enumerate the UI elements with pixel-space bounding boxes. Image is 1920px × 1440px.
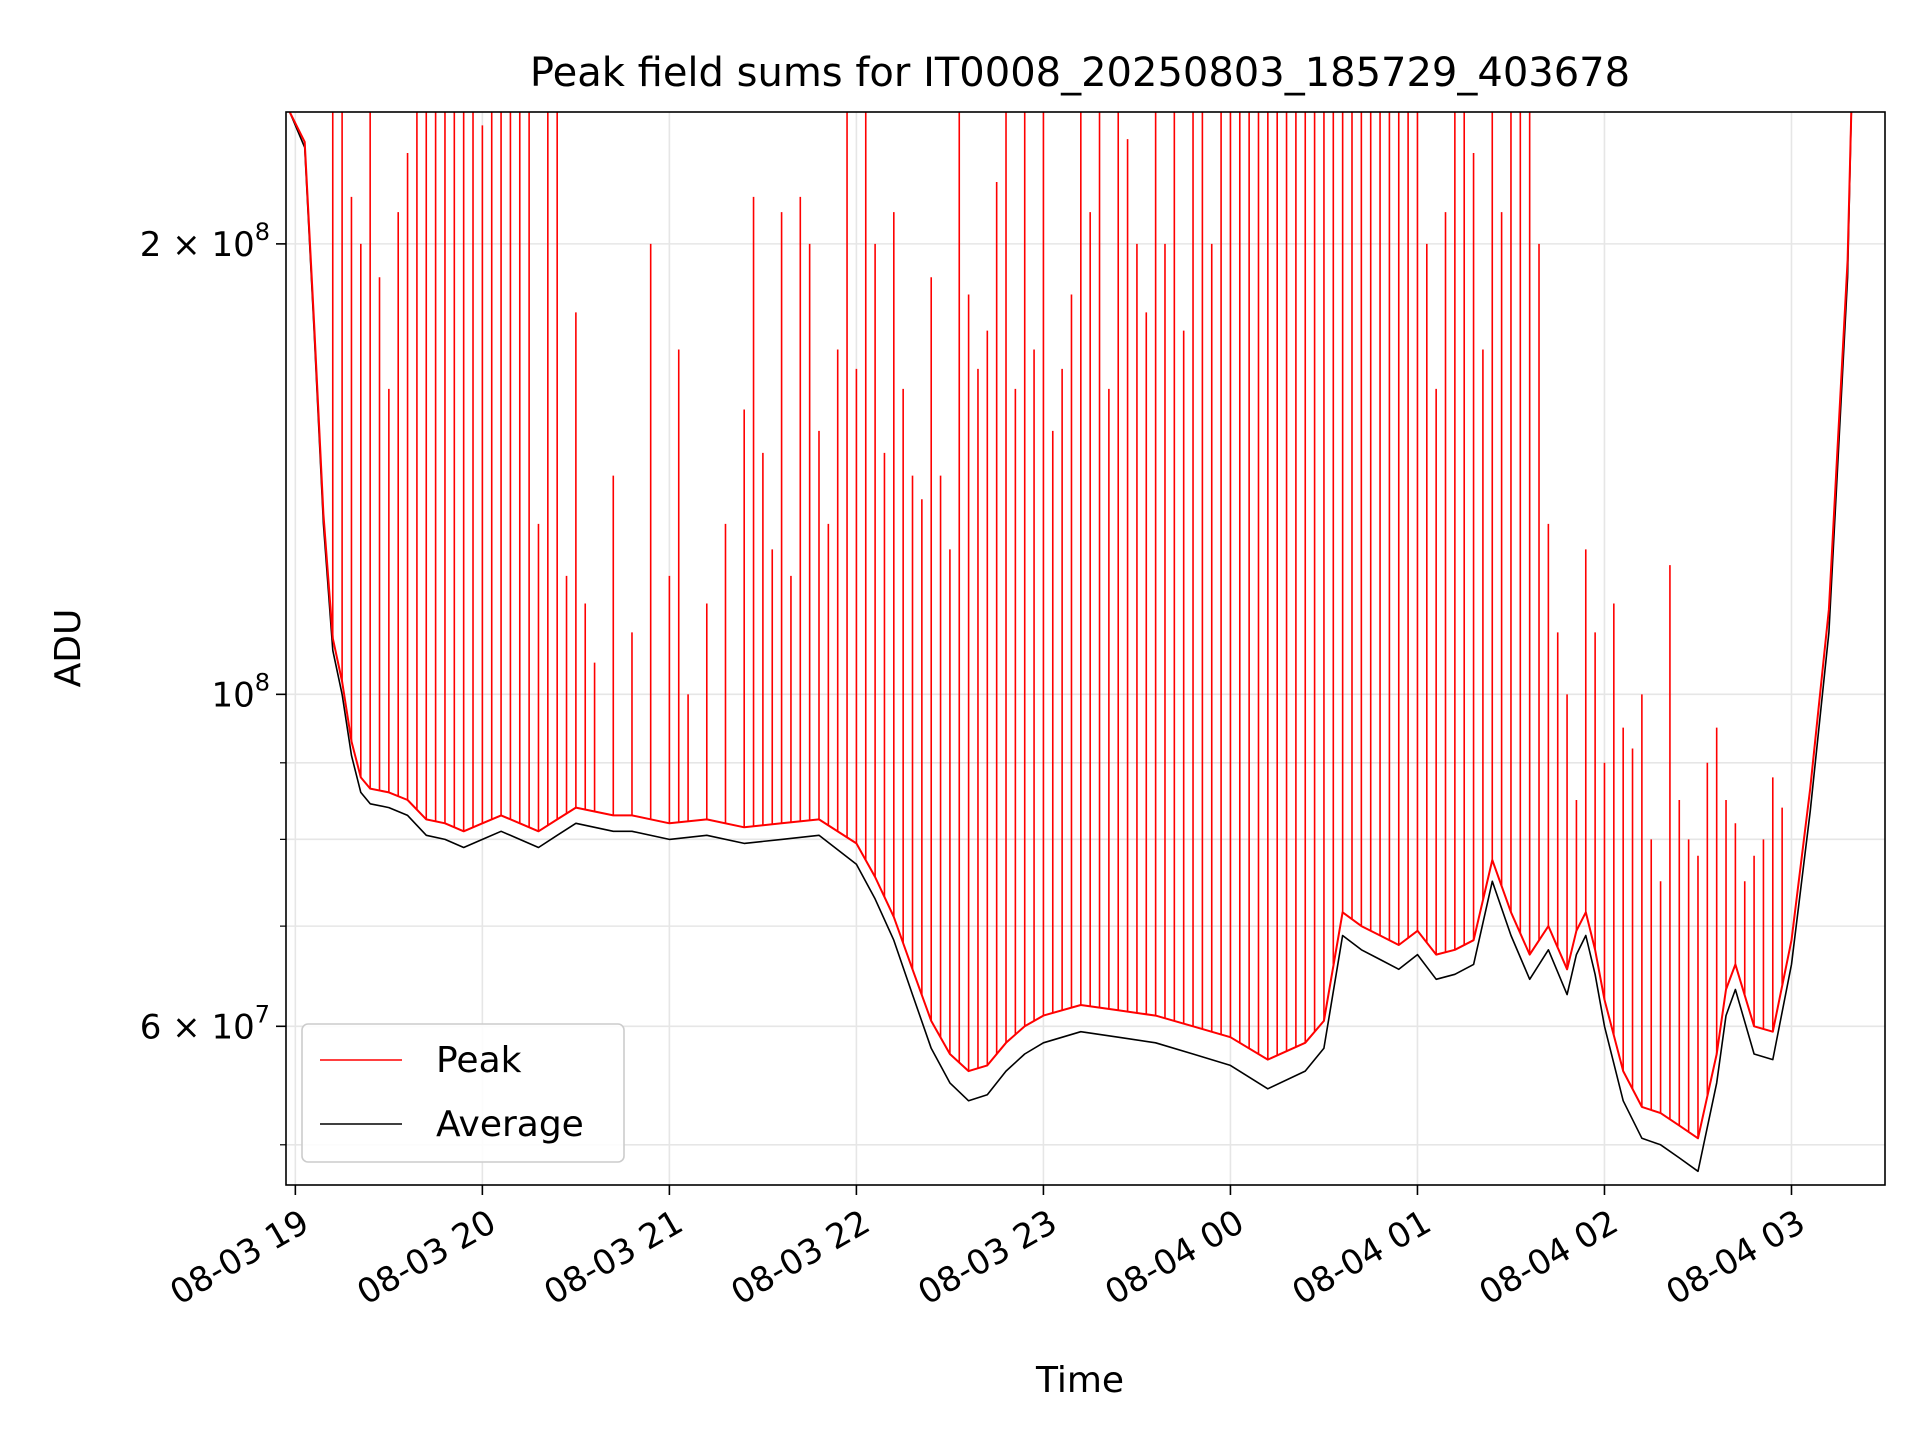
x-tick-label: 08-04 01 <box>1286 1202 1438 1313</box>
legend-label-peak: Peak <box>436 1040 522 1081</box>
legend-label-average: Average <box>436 1104 584 1145</box>
x-tick-label: 08-04 00 <box>1099 1202 1251 1313</box>
y-tick-label: 2 × 108 <box>140 218 270 265</box>
series-line-average <box>288 111 1853 1173</box>
x-tick-label: 08-03 22 <box>725 1202 877 1313</box>
x-tick-label: 08-04 03 <box>1660 1202 1812 1313</box>
plot-frame <box>285 111 1886 1186</box>
y-axis-label: ADU <box>48 609 89 688</box>
x-tick-label: 08-03 20 <box>350 1202 502 1313</box>
legend: Peak Average <box>301 1023 625 1163</box>
x-tick-label: 08-03 21 <box>537 1202 689 1313</box>
x-axis-label: Time <box>1035 1360 1124 1401</box>
x-tick-label: 08-04 02 <box>1473 1202 1625 1313</box>
y-tick-label: 6 × 107 <box>140 1000 270 1047</box>
chart-title: Peak field sums for IT0008_20250803_1857… <box>530 50 1630 96</box>
y-tick-label: 108 <box>211 668 270 715</box>
x-tick-label: 08-03 23 <box>912 1202 1064 1313</box>
legend-box <box>301 1023 625 1163</box>
series-line-peak <box>288 111 1853 1140</box>
x-tick-label: 08-03 19 <box>163 1202 315 1313</box>
series-lines <box>288 111 1853 1173</box>
